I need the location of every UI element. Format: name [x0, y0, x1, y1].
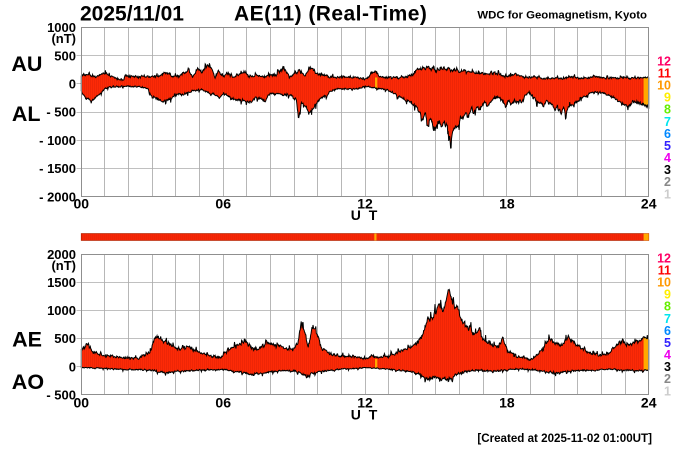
svg-text:12: 12: [657, 54, 671, 68]
svg-text:11: 11: [658, 67, 671, 81]
svg-text:- 500: - 500: [46, 387, 76, 402]
svg-text:00: 00: [74, 394, 90, 410]
svg-text:WDC for Geomagnetism, Kyoto: WDC for Geomagnetism, Kyoto: [477, 9, 647, 21]
svg-text:12: 12: [357, 195, 373, 211]
svg-text:2: 2: [664, 372, 671, 386]
svg-text:06: 06: [215, 394, 231, 410]
svg-text:24: 24: [641, 195, 657, 211]
svg-text:U T: U T: [351, 207, 380, 223]
svg-text:- 500: - 500: [46, 105, 76, 120]
svg-text:8: 8: [664, 300, 671, 314]
svg-text:1500: 1500: [47, 275, 76, 290]
svg-text:1000: 1000: [47, 20, 76, 35]
svg-text:2000: 2000: [47, 247, 76, 262]
svg-text:[Created at 2025-11-02 01:00UT: [Created at 2025-11-02 01:00UT]: [477, 432, 652, 445]
svg-text:AU: AU: [11, 52, 42, 76]
svg-text:AL: AL: [12, 102, 41, 126]
svg-text:0: 0: [69, 77, 76, 92]
svg-text:3: 3: [664, 163, 671, 177]
svg-text:5: 5: [664, 139, 671, 153]
svg-text:8: 8: [664, 103, 671, 117]
svg-text:AE(11) (Real-Time): AE(11) (Real-Time): [234, 3, 427, 26]
svg-text:7: 7: [664, 312, 671, 326]
svg-text:5: 5: [664, 336, 671, 350]
svg-text:0: 0: [69, 359, 76, 374]
svg-text:(nT): (nT): [51, 31, 76, 46]
svg-text:7: 7: [664, 115, 671, 129]
svg-text:- 1500: - 1500: [39, 161, 76, 176]
svg-text:12: 12: [657, 251, 671, 265]
svg-text:1: 1: [664, 187, 671, 201]
svg-text:4: 4: [664, 348, 671, 362]
svg-text:9: 9: [664, 288, 671, 302]
svg-text:24: 24: [641, 394, 657, 410]
svg-text:500: 500: [54, 331, 76, 346]
svg-text:AO: AO: [12, 370, 44, 394]
svg-text:10: 10: [657, 276, 671, 290]
svg-text:2025/11/01: 2025/11/01: [80, 3, 184, 26]
svg-text:2: 2: [664, 175, 671, 189]
svg-text:4: 4: [664, 151, 671, 165]
svg-text:1000: 1000: [47, 303, 76, 318]
svg-text:- 2000: - 2000: [39, 189, 76, 204]
svg-text:18: 18: [499, 195, 515, 211]
svg-text:6: 6: [664, 127, 671, 141]
svg-text:11: 11: [658, 264, 671, 278]
svg-text:06: 06: [215, 195, 231, 211]
svg-text:3: 3: [664, 360, 671, 374]
svg-text:6: 6: [664, 324, 671, 338]
svg-text:9: 9: [664, 91, 671, 105]
svg-text:500: 500: [54, 48, 76, 63]
svg-text:(nT): (nT): [51, 258, 76, 273]
svg-text:12: 12: [357, 394, 373, 410]
svg-text:18: 18: [499, 394, 515, 410]
svg-text:AE: AE: [12, 328, 42, 352]
svg-text:- 1000: - 1000: [39, 133, 76, 148]
svg-text:U T: U T: [351, 406, 380, 422]
svg-text:00: 00: [74, 195, 90, 211]
svg-text:10: 10: [657, 79, 671, 93]
svg-text:1: 1: [664, 384, 671, 398]
